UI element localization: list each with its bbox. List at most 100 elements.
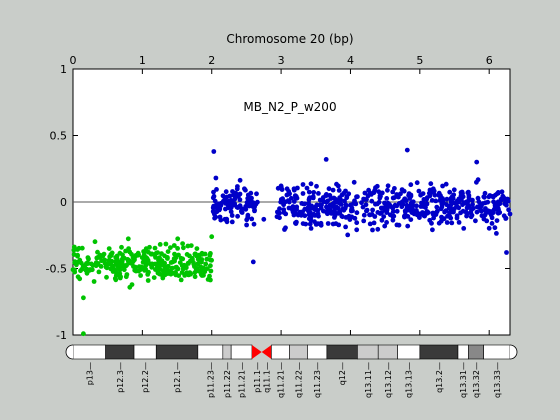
data-point [488,212,494,218]
data-point [451,192,457,198]
data-point [398,191,403,197]
data-point [239,209,245,215]
data-point [206,276,212,282]
data-point [282,227,287,232]
data-point [199,259,204,265]
data-point [191,261,197,267]
data-point [123,274,129,280]
y-tick-label: 1 [60,63,67,76]
data-point [274,214,280,220]
data-point [222,216,228,222]
data-point [93,260,99,265]
data-point [95,249,100,255]
data-point [461,226,467,231]
data-point [107,254,113,260]
data-point [464,205,470,211]
data-point [89,261,94,267]
data-point [104,274,109,280]
data-point [416,188,422,194]
data-point [291,187,297,193]
data-point [302,201,308,207]
data-point [399,187,405,193]
data-point [222,195,228,201]
data-point [306,189,312,195]
data-point [165,255,170,260]
data-point [311,212,317,217]
data-point [81,331,86,337]
data-point [180,256,186,262]
data-point [478,203,484,209]
data-point [402,214,407,220]
data-point [312,219,317,225]
data-point [371,220,377,226]
data-point [217,214,223,220]
data-point [188,243,194,249]
y-tick-label: -0.5 [46,263,67,276]
data-point [448,196,454,201]
data-point [454,215,460,221]
data-point [175,246,181,251]
data-point [178,277,184,283]
data-point [332,210,338,216]
data-point [459,196,464,202]
data-point [494,231,499,236]
data-point [417,215,422,221]
data-point [168,271,174,277]
data-point [227,193,233,199]
data-point [375,210,381,215]
data-point [165,249,171,255]
data-point [369,198,375,204]
data-point [119,244,124,250]
data-point [209,234,215,240]
data-point [451,200,456,206]
x-tick-label: 0 [70,54,77,67]
data-point [103,264,109,270]
data-point [444,220,450,225]
data-point [133,264,138,270]
data-point [153,255,158,260]
data-point [121,262,126,268]
data-point [212,215,218,221]
data-point [474,159,480,165]
data-point [293,194,299,199]
data-point [338,197,343,203]
band-label: p11.23— [206,362,215,398]
data-point [458,193,464,199]
data-point [373,201,378,207]
ideogram-band [289,344,308,360]
data-point [125,236,131,242]
data-point [444,196,450,202]
data-point [382,200,387,206]
data-point [294,206,299,212]
data-point [275,209,280,215]
data-point [308,181,314,187]
data-points [70,147,513,337]
data-point [378,205,384,211]
data-point [121,267,127,273]
data-point [318,220,324,226]
data-point [309,203,314,209]
data-point [498,196,504,202]
band-label: p12.2— [141,362,150,393]
data-point [346,191,352,197]
data-point [75,253,80,259]
data-point [327,209,333,214]
chart-title: Chromosome 20 (bp) [226,32,353,46]
data-point [210,209,216,214]
y-axis-ticks: 1 0.5 0 -0.5 -1 [46,63,510,342]
ideogram-band [397,344,421,360]
data-point [443,181,449,187]
data-point [355,194,360,200]
data-point [433,210,439,216]
ideogram-band [271,344,290,360]
band-label: p12.3— [116,362,125,393]
data-point [454,203,460,209]
data-point [140,265,146,270]
data-point [392,186,397,191]
data-point [388,204,394,209]
band-label: q11.1— [263,362,272,393]
data-point [145,278,151,283]
data-point [306,197,312,203]
data-point [195,261,201,267]
data-point [448,206,454,211]
